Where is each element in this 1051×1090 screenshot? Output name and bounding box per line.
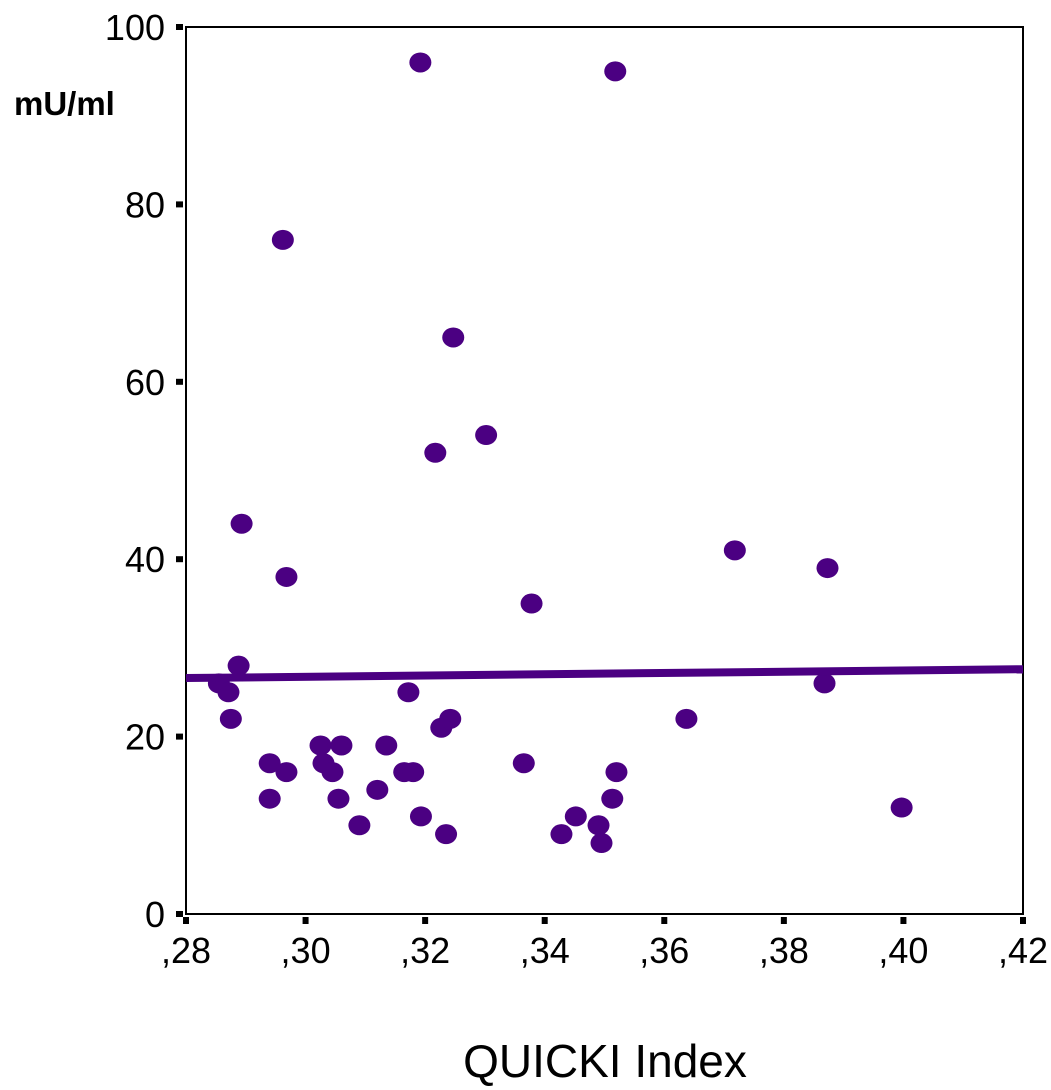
plot-area-frame bbox=[185, 26, 1024, 915]
data-point bbox=[258, 753, 281, 774]
data-point bbox=[564, 806, 587, 827]
y-tick-label: 0 bbox=[145, 894, 165, 935]
x-tick-label: ,32 bbox=[400, 930, 450, 971]
x-tick-mark bbox=[541, 917, 548, 924]
y-tick-label: 40 bbox=[125, 539, 165, 580]
x-tick-mark bbox=[780, 917, 787, 924]
y-tick-mark bbox=[176, 733, 183, 740]
data-point bbox=[439, 708, 462, 729]
data-point bbox=[520, 593, 543, 614]
x-tick-mark bbox=[422, 917, 429, 924]
data-point bbox=[442, 327, 465, 348]
fit-line bbox=[185, 665, 1024, 683]
x-tick-mark bbox=[661, 917, 668, 924]
data-point bbox=[409, 52, 432, 73]
data-point bbox=[327, 788, 350, 809]
data-point bbox=[813, 673, 836, 694]
data-point bbox=[475, 425, 498, 446]
x-tick-mark bbox=[183, 917, 189, 924]
data-point bbox=[366, 779, 389, 800]
y-tick-label: 20 bbox=[125, 717, 165, 758]
data-point bbox=[723, 540, 746, 561]
data-point bbox=[435, 824, 458, 845]
data-point bbox=[816, 558, 839, 579]
y-axis-label: mU/ml bbox=[14, 85, 115, 122]
y-tick-mark bbox=[176, 378, 183, 385]
data-point bbox=[275, 566, 298, 587]
x-tick-label: ,34 bbox=[520, 930, 570, 971]
data-point bbox=[217, 682, 240, 703]
data-point bbox=[590, 833, 613, 854]
x-tick-label: ,30 bbox=[281, 930, 331, 971]
x-tick-label: ,40 bbox=[878, 930, 928, 971]
x-tick-label: ,36 bbox=[639, 930, 689, 971]
data-point bbox=[402, 762, 425, 783]
data-point bbox=[375, 735, 398, 756]
data-point bbox=[271, 229, 294, 250]
x-tick-mark bbox=[1020, 917, 1026, 924]
x-tick-label: ,42 bbox=[998, 930, 1048, 971]
x-tick-label: ,28 bbox=[161, 930, 211, 971]
y-tick-mark bbox=[176, 911, 183, 917]
data-point bbox=[397, 682, 420, 703]
data-point bbox=[227, 655, 250, 676]
data-point bbox=[550, 824, 573, 845]
data-point bbox=[605, 762, 628, 783]
y-tick-label: 100 bbox=[105, 7, 165, 48]
data-point bbox=[512, 753, 535, 774]
data-point bbox=[275, 762, 298, 783]
y-tick-mark bbox=[176, 24, 183, 30]
x-tick-mark bbox=[900, 917, 907, 924]
data-point bbox=[890, 797, 913, 818]
x-axis-label: QUICKI Index bbox=[463, 1035, 747, 1087]
data-point bbox=[601, 788, 624, 809]
data-point bbox=[587, 815, 610, 836]
data-point bbox=[424, 442, 447, 463]
y-tick-mark bbox=[176, 556, 183, 563]
data-point bbox=[321, 762, 344, 783]
data-point bbox=[230, 513, 253, 534]
x-tick-mark bbox=[302, 917, 309, 924]
data-point bbox=[604, 61, 627, 82]
y-tick-label: 80 bbox=[125, 184, 165, 225]
x-axis: ,28 ,30 ,32 ,34 ,36 ,38 ,40 ,42 bbox=[161, 917, 1048, 971]
y-tick-mark bbox=[176, 201, 183, 208]
data-point bbox=[258, 788, 281, 809]
data-point bbox=[348, 815, 371, 836]
data-point bbox=[330, 735, 353, 756]
data-point bbox=[219, 708, 242, 729]
data-point bbox=[309, 735, 332, 756]
data-points bbox=[207, 52, 913, 854]
data-point bbox=[675, 708, 698, 729]
x-tick-label: ,38 bbox=[759, 930, 809, 971]
data-point bbox=[409, 806, 432, 827]
y-tick-label: 60 bbox=[125, 362, 165, 403]
y-axis: 0 20 40 60 80 100 bbox=[105, 7, 183, 935]
